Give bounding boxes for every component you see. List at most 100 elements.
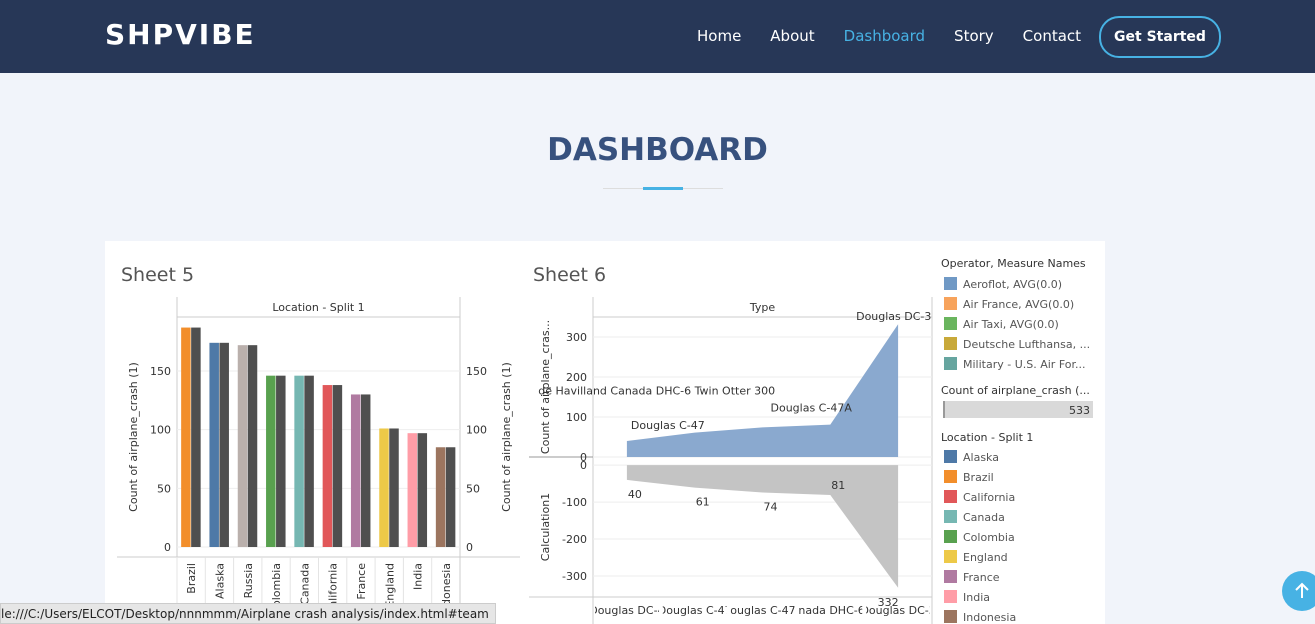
- legend-swatch: [944, 530, 957, 543]
- legend-swatch: [944, 570, 957, 583]
- legend-label: Military - U.S. Air For...: [963, 358, 1086, 371]
- bar: [191, 327, 201, 547]
- legend-label: Deutsche Lufthansa, ...: [963, 338, 1090, 351]
- legend-label: Canada: [963, 511, 1005, 524]
- nav-link[interactable]: Dashboard: [843, 27, 926, 45]
- nav-link[interactable]: Home: [697, 27, 742, 45]
- y2-tick-label: 0: [466, 541, 473, 554]
- area: [626, 324, 899, 457]
- y-tick-label: 0: [580, 451, 587, 464]
- x-tick-label: Douglas C-47A: [722, 604, 804, 617]
- legend-title: Count of airplane_crash (...: [941, 384, 1090, 397]
- legend-label: India: [963, 591, 990, 604]
- bar: [407, 433, 418, 547]
- annotation: Douglas C-47: [631, 419, 705, 432]
- y-tick-label: 200: [566, 371, 587, 384]
- tableau-embed: Sheet 5 Location - Split 1 0 50 100 150 0 50 100…: [105, 241, 1105, 624]
- data-label: 74: [764, 500, 778, 513]
- bar: [266, 375, 276, 547]
- count-bar-edge: [943, 401, 945, 418]
- bar: [294, 375, 304, 547]
- bar: [445, 447, 456, 547]
- section-title: DASHBOARD: [547, 132, 768, 168]
- x-tick-label: India: [412, 563, 425, 590]
- bar: [379, 428, 389, 547]
- x-tick-label: England: [383, 563, 396, 608]
- area: [626, 465, 899, 588]
- status-bar: le:///C:/Users/ELCOT/Desktop/nnnmmm/Airp…: [0, 603, 496, 624]
- bar: [417, 433, 428, 547]
- x-tick-label: de Havilland Canada DHC-6 Twin Otter 300: [712, 604, 949, 617]
- y2-axis-title: Count of airplane_crash (1): [500, 362, 513, 512]
- legend-swatch: [944, 357, 957, 370]
- y-tick-label: -100: [562, 496, 587, 509]
- x-tick-label: Colombia: [270, 563, 283, 615]
- count-value: 533: [1069, 404, 1090, 417]
- bar: [332, 385, 343, 547]
- y-tick-label: -300: [562, 570, 587, 583]
- legend-swatch: [944, 590, 957, 603]
- x-tick-label: Alaska: [213, 563, 226, 599]
- legend-swatch: [944, 317, 957, 330]
- x-tick-label: France: [355, 563, 368, 600]
- legend-swatch: [944, 510, 957, 523]
- sheet-title: Sheet 6: [533, 264, 606, 286]
- get-started-button[interactable]: Get Started: [1099, 16, 1221, 58]
- data-label: 332: [878, 596, 899, 609]
- bar: [209, 342, 219, 547]
- x-tick-label: Brazil: [185, 563, 198, 594]
- nav-link[interactable]: Story: [954, 27, 994, 45]
- y-tick-label: 150: [150, 365, 171, 378]
- bar: [389, 428, 399, 547]
- bar: [181, 327, 191, 547]
- legend-label: Air France, AVG(0.0): [963, 298, 1074, 311]
- legend-swatch: [944, 550, 957, 563]
- bar: [435, 447, 446, 547]
- legend-swatch: [944, 277, 957, 290]
- legend-label: Alaska: [963, 451, 999, 464]
- sheet-title: Sheet 5: [121, 264, 194, 286]
- bar: [247, 345, 258, 547]
- x-tick-label: California: [327, 563, 340, 615]
- annotation: Douglas DC-3: [856, 310, 931, 323]
- legend-label: California: [963, 491, 1015, 504]
- legend-label: Brazil: [963, 471, 994, 484]
- x-tick-label: Douglas DC-3: [860, 604, 935, 617]
- divider-accent: [643, 187, 683, 190]
- y-tick-label: 100: [150, 424, 171, 437]
- y-tick-label: 100: [566, 411, 587, 424]
- y-axis-title: Count of airplane_cras...: [539, 320, 552, 454]
- nav-links: Home About Dashboard Story Contact: [697, 27, 1081, 45]
- back-to-top[interactable]: [1282, 571, 1315, 611]
- x-tick-label: Douglas C-47: [658, 604, 732, 617]
- y-tick-label: 300: [566, 331, 587, 344]
- header: Type: [749, 301, 775, 314]
- nav-link[interactable]: About: [770, 27, 815, 45]
- y-tick-label: 0: [580, 459, 587, 472]
- x-tick-label: Russia: [242, 563, 255, 598]
- data-label: 40: [628, 488, 642, 501]
- y-tick-label: -200: [562, 533, 587, 546]
- legend-label: Colombia: [963, 531, 1015, 544]
- legend-title: Location - Split 1: [941, 431, 1033, 444]
- bar: [276, 375, 286, 547]
- nav-link[interactable]: Contact: [1022, 27, 1082, 45]
- bar: [304, 375, 314, 547]
- bar: [322, 385, 333, 547]
- count-bar: [943, 401, 1093, 418]
- legend-swatch: [944, 490, 957, 503]
- x-tick-label: Indonesia: [440, 563, 453, 616]
- legend-swatch: [944, 297, 957, 310]
- data-label: 81: [831, 479, 845, 492]
- legend-label: England: [963, 551, 1008, 564]
- y-tick-label: 50: [157, 482, 171, 495]
- legend-label: Indonesia: [963, 611, 1016, 624]
- legend-label: France: [963, 571, 1000, 584]
- y2-axis-title: Calculation1: [539, 493, 552, 561]
- bar: [237, 345, 248, 547]
- bar: [350, 394, 361, 547]
- annotation: Douglas C-47A: [771, 401, 853, 414]
- brand[interactable]: SHPVIBE: [105, 18, 256, 51]
- legend-label: Air Taxi, AVG(0.0): [963, 318, 1059, 331]
